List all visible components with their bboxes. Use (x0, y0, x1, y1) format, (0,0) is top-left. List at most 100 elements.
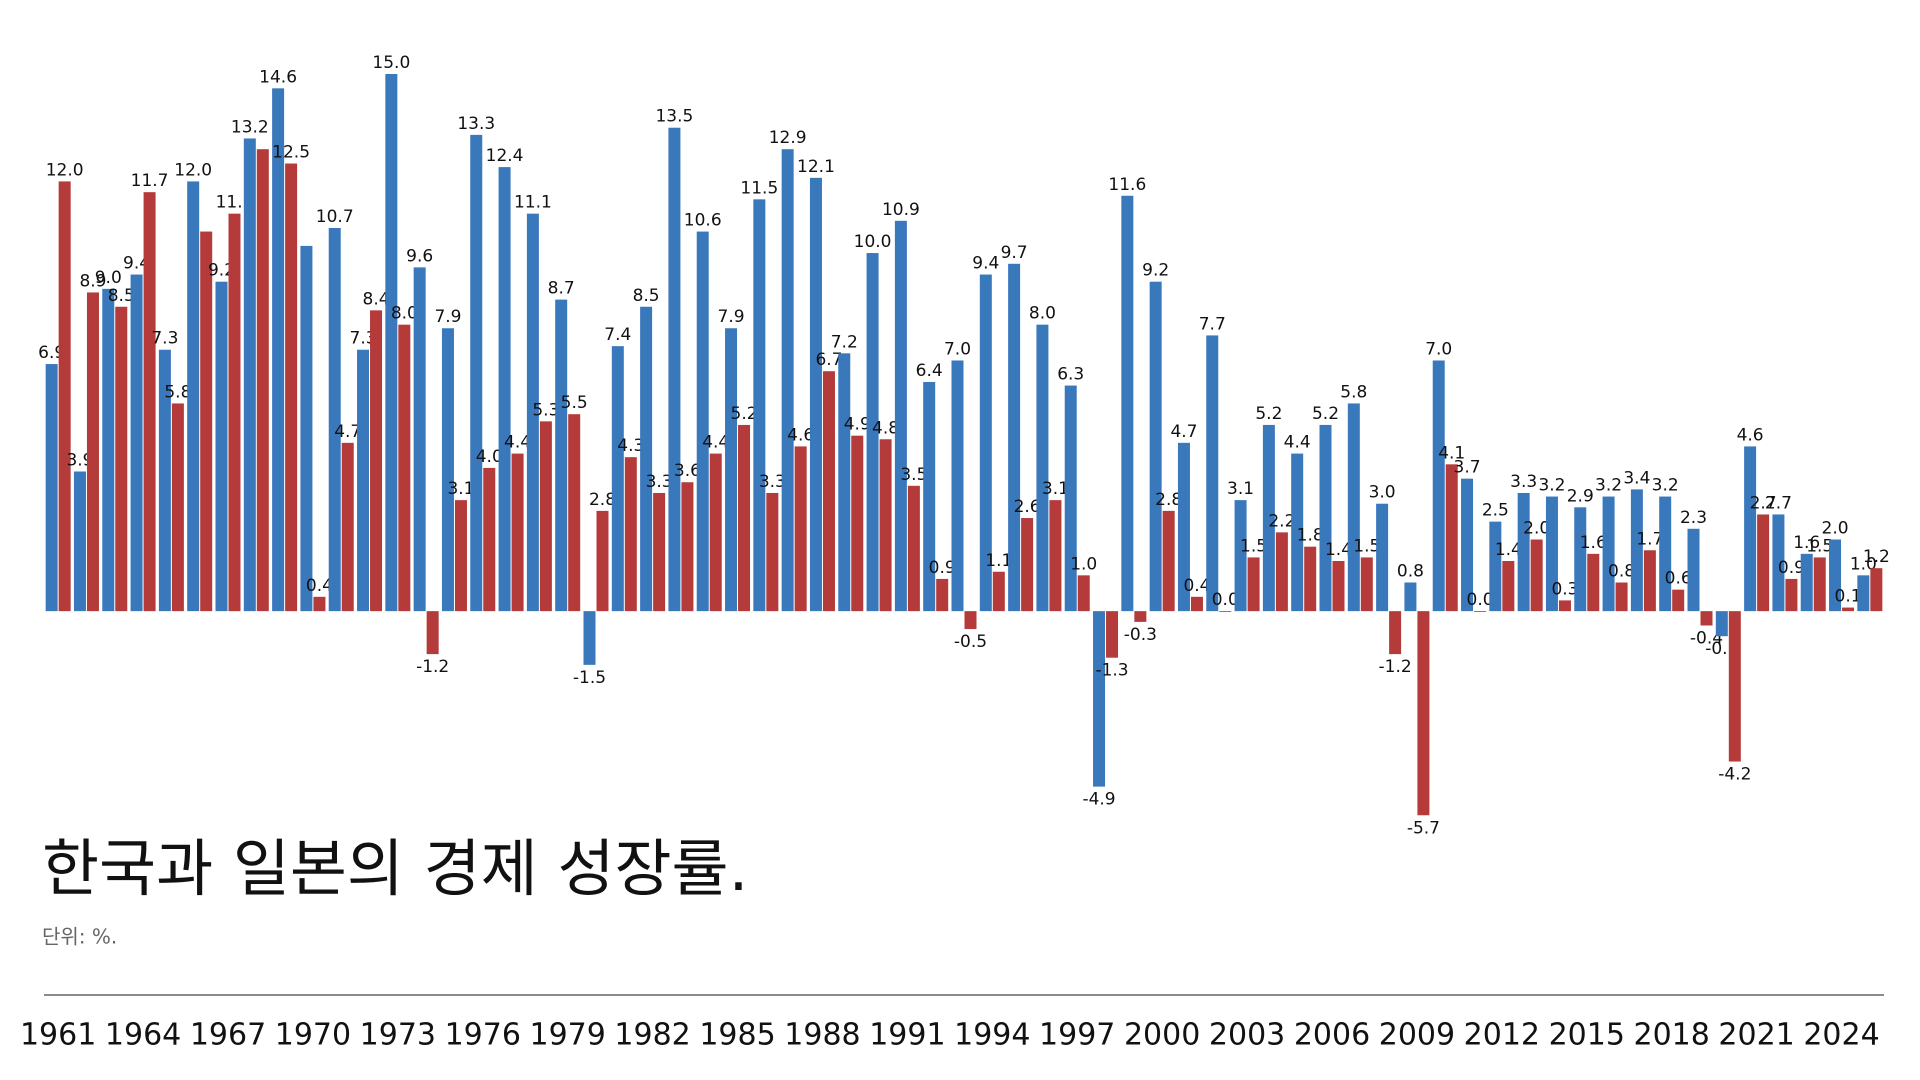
value-label: 5.8 (1340, 382, 1367, 402)
bar (256, 149, 269, 612)
bar (1630, 489, 1643, 612)
x-tick-label: 2024 (1803, 1018, 1879, 1053)
value-label: 7.0 (1425, 339, 1452, 359)
bar (1502, 561, 1515, 612)
bar (709, 453, 722, 612)
x-tick-label: 1961 (20, 1018, 96, 1053)
bar (1461, 478, 1474, 612)
bar (1234, 500, 1247, 612)
value-label: 12.1 (797, 157, 835, 177)
value-label: 4.9 (844, 415, 871, 435)
bar (470, 134, 483, 612)
bar (1077, 575, 1090, 612)
value-label: 11.7 (131, 171, 169, 191)
bar (313, 596, 326, 612)
value-label: 1.5 (1806, 536, 1833, 556)
x-tick-label: 1970 (275, 1018, 351, 1053)
value-label: 5.2 (1255, 404, 1282, 424)
bar (1432, 360, 1445, 612)
bar (385, 74, 398, 612)
value-label: 0.0 (1212, 590, 1239, 610)
value-label: 9.7 (1001, 243, 1028, 263)
bar (907, 485, 920, 612)
value-label: 10.9 (882, 200, 920, 220)
bar (1162, 510, 1175, 612)
value-label: 7.2 (831, 332, 858, 352)
value-label: 4.0 (476, 447, 503, 467)
value-label: 4.4 (702, 433, 729, 453)
bar (936, 578, 949, 612)
bar (866, 253, 879, 612)
value-label: 1.7 (1636, 529, 1663, 549)
bar (1291, 453, 1304, 612)
bar (1417, 611, 1430, 816)
bar (1064, 385, 1077, 612)
value-label: 13.2 (231, 117, 269, 137)
x-tick-label: 1979 (530, 1018, 606, 1053)
x-tick-label: 1982 (614, 1018, 690, 1053)
bar (285, 163, 298, 612)
value-label: -1.2 (1379, 657, 1412, 677)
value-label: 8.4 (363, 289, 390, 309)
x-tick-label: 2021 (1718, 1018, 1794, 1053)
bar (1870, 568, 1883, 612)
bar (640, 306, 653, 612)
value-label: 12.0 (46, 160, 84, 180)
bar (894, 220, 907, 612)
value-label: 1.2 (1863, 547, 1890, 567)
value-label: 12.9 (769, 128, 807, 148)
x-tick-label: 1988 (784, 1018, 860, 1053)
bar (413, 267, 426, 612)
bar (1772, 514, 1785, 612)
bar (1558, 600, 1571, 612)
value-label: 1.6 (1580, 533, 1607, 553)
x-tick-label: 2009 (1379, 1018, 1455, 1053)
bar (454, 500, 467, 612)
bar (1857, 575, 1870, 612)
value-label: 6.4 (916, 361, 943, 381)
bar (215, 281, 228, 612)
bar (568, 414, 581, 612)
bar (1134, 611, 1147, 622)
bar (1530, 539, 1543, 612)
value-label: 6.3 (1057, 365, 1084, 385)
value-label: 3.3 (759, 472, 786, 492)
x-tick-label: 1964 (105, 1018, 181, 1053)
bar (1489, 521, 1502, 612)
bar (1474, 611, 1487, 612)
bar (611, 346, 624, 612)
bar (583, 611, 596, 665)
value-label: 2.8 (589, 490, 616, 510)
bar (1219, 611, 1232, 612)
value-label: 4.1 (1438, 443, 1465, 463)
chart-title: 한국과 일본의 경제 성장률. (42, 832, 748, 905)
bar (1347, 403, 1360, 612)
bar (1517, 492, 1530, 612)
x-tick-label: 1967 (190, 1018, 266, 1053)
x-tick-label: 2003 (1209, 1018, 1285, 1053)
value-label: 7.0 (944, 339, 971, 359)
value-label: 3.7 (1454, 458, 1481, 478)
bar (923, 381, 936, 612)
bar (1106, 611, 1119, 658)
value-label: 3.1 (1042, 479, 1069, 499)
bar (1121, 195, 1134, 612)
bar (498, 167, 511, 612)
bar (1332, 561, 1345, 612)
value-label: 7.9 (434, 307, 461, 327)
value-label: 0.9 (929, 558, 956, 578)
x-tick-label: 1997 (1039, 1018, 1115, 1053)
value-label: -1.2 (416, 657, 449, 677)
bar (766, 492, 779, 612)
value-label: 2.6 (1014, 497, 1041, 517)
value-label: 2.2 (1268, 511, 1295, 531)
value-label: 0.9 (1778, 558, 1805, 578)
bar (398, 324, 411, 612)
bar (1615, 582, 1628, 612)
value-label: 6.7 (815, 350, 842, 370)
bar (653, 492, 666, 612)
bar (328, 227, 341, 612)
value-label: 9.4 (123, 254, 150, 274)
value-label: 1.0 (1070, 554, 1097, 574)
